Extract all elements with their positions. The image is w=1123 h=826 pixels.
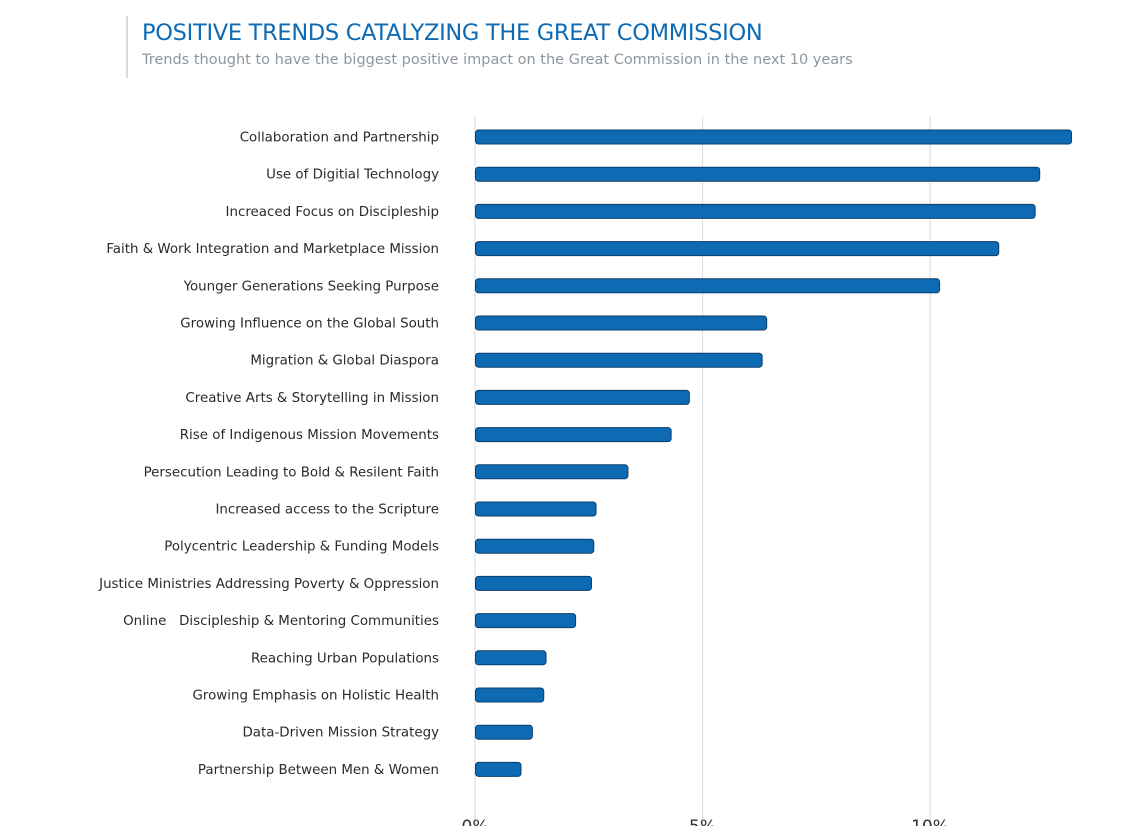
bar-13	[475, 575, 593, 591]
category-label-1: Collaboration and Partnership	[240, 131, 439, 146]
bar-14	[475, 613, 577, 629]
bar-7	[475, 352, 763, 368]
category-label-12: Polycentric Leadership & Funding Models	[164, 540, 439, 555]
category-label-9: Rise of Indigenous Mission Movements	[180, 428, 439, 443]
category-label-2: Use of Digitial Technology	[266, 168, 439, 183]
category-label-18: Partnership Between Men & Women	[198, 763, 439, 778]
tick-label-10: 10%	[911, 817, 949, 826]
bar-15	[475, 650, 547, 666]
category-label-8: Creative Arts & Storytelling in Mission	[185, 391, 439, 406]
x-axis-ticks: 0% 5% 10%	[462, 817, 949, 826]
category-label-16: Growing Emphasis on Holistic Health	[193, 689, 440, 704]
bar-17	[475, 724, 533, 740]
category-label-5: Younger Generations Seeking Purpose	[183, 279, 439, 294]
tick-label-0: 0%	[462, 817, 489, 826]
bar-8	[475, 389, 690, 405]
category-label-17: Data-Driven Mission Strategy	[242, 726, 439, 741]
bar-6	[475, 315, 768, 331]
bar-2	[475, 166, 1041, 182]
bar-4	[475, 241, 1000, 257]
bar-1	[475, 129, 1073, 145]
bar-9	[475, 427, 672, 443]
bars	[475, 129, 1073, 777]
chart-header: POSITIVE TRENDS CATALYZING THE GREAT COM…	[126, 16, 853, 78]
category-label-7: Migration & Global Diaspora	[250, 354, 439, 369]
category-label-4: Faith & Work Integration and Marketplace…	[106, 242, 439, 257]
category-label-6: Growing Influence on the Global South	[180, 317, 439, 332]
category-label-11: Increased access to the Scripture	[215, 503, 439, 518]
category-label-3: Increaced Focus on Discipleship	[226, 205, 439, 220]
chart-subtitle: Trends thought to have the biggest posit…	[142, 52, 853, 68]
category-label-13: Justice Ministries Addressing Poverty & …	[98, 577, 439, 592]
bar-11	[475, 501, 597, 517]
bar-3	[475, 203, 1036, 219]
bar-10	[475, 464, 629, 480]
category-labels: Collaboration and Partnership Use of Digi…	[98, 131, 439, 778]
category-label-15: Reaching Urban Populations	[251, 651, 439, 666]
category-label-14: Online Discipleship & Mentoring Communit…	[123, 614, 439, 629]
category-label-10: Persecution Leading to Bold & Resilent F…	[144, 465, 439, 480]
bar-12	[475, 538, 595, 554]
tick-label-5: 5%	[689, 817, 716, 826]
bar-18	[475, 761, 522, 777]
bar-16	[475, 687, 545, 703]
chart-title: POSITIVE TRENDS CATALYZING THE GREAT COM…	[142, 20, 763, 46]
bar-5	[475, 278, 941, 294]
